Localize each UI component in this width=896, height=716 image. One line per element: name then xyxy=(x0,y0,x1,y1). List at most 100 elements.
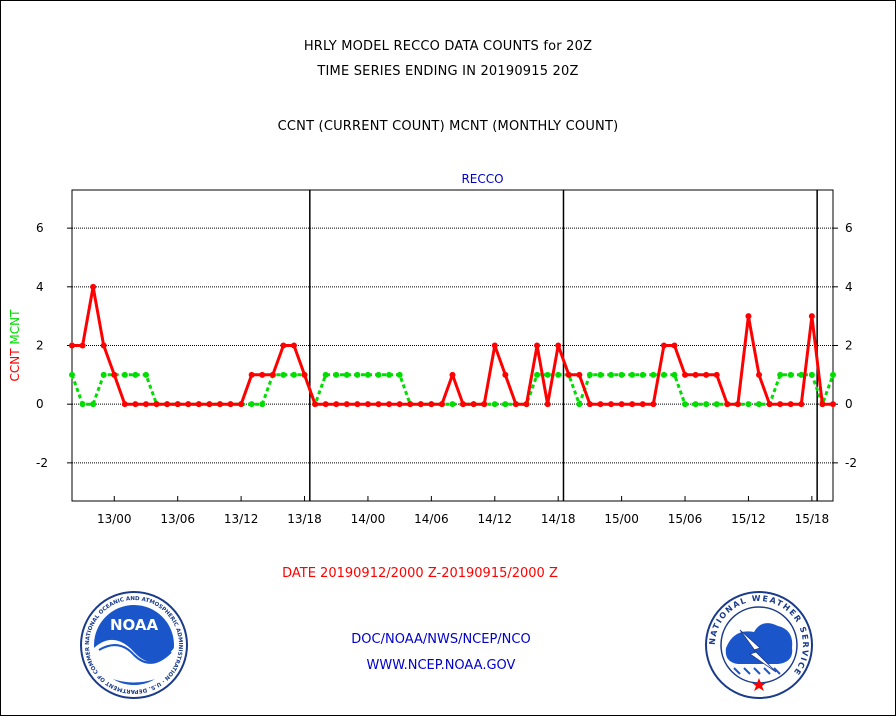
data-point-mcnt xyxy=(290,371,297,378)
data-point-ccnt xyxy=(185,401,192,408)
data-point-ccnt xyxy=(608,401,615,408)
data-point-mcnt xyxy=(502,401,509,408)
data-point-ccnt xyxy=(449,371,456,378)
data-point-ccnt xyxy=(216,401,223,408)
data-point-mcnt xyxy=(90,401,97,408)
data-point-mcnt xyxy=(396,371,403,378)
data-point-mcnt xyxy=(639,371,646,378)
data-point-ccnt xyxy=(756,371,763,378)
data-point-ccnt xyxy=(417,401,424,408)
data-point-mcnt xyxy=(248,401,255,408)
data-point-ccnt xyxy=(534,342,541,349)
panel-title: RECCO xyxy=(461,172,503,186)
data-point-ccnt xyxy=(227,401,234,408)
data-point-ccnt xyxy=(79,342,86,349)
data-point-mcnt xyxy=(756,401,763,408)
data-point-ccnt xyxy=(428,401,435,408)
data-point-ccnt xyxy=(206,401,213,408)
data-point-mcnt xyxy=(69,371,75,378)
data-point-ccnt xyxy=(713,371,720,378)
x-tick-label: 15/00 xyxy=(604,512,639,526)
data-point-mcnt xyxy=(491,401,498,408)
y-tick-label-left: -2 xyxy=(36,456,48,470)
x-tick-label: 13/18 xyxy=(287,512,322,526)
x-tick-label: 15/06 xyxy=(668,512,703,526)
data-point-ccnt xyxy=(682,371,689,378)
data-point-ccnt xyxy=(195,401,202,408)
data-point-ccnt xyxy=(555,342,562,349)
data-point-mcnt xyxy=(798,371,805,378)
data-point-mcnt xyxy=(322,371,329,378)
data-point-ccnt xyxy=(100,342,107,349)
data-point-ccnt xyxy=(153,401,160,408)
data-point-mcnt xyxy=(280,371,287,378)
data-point-ccnt xyxy=(481,401,488,408)
data-point-ccnt xyxy=(174,401,181,408)
x-tick-label: 14/18 xyxy=(541,512,576,526)
data-point-ccnt xyxy=(438,401,445,408)
data-point-ccnt xyxy=(692,371,699,378)
data-point-mcnt xyxy=(132,371,139,378)
data-point-ccnt xyxy=(290,342,297,349)
data-point-mcnt xyxy=(555,371,562,378)
data-point-ccnt xyxy=(269,371,276,378)
data-point-ccnt xyxy=(597,401,604,408)
data-point-ccnt xyxy=(301,371,308,378)
data-point-mcnt xyxy=(608,371,615,378)
data-point-ccnt xyxy=(629,401,636,408)
data-point-mcnt xyxy=(692,401,699,408)
data-point-ccnt xyxy=(142,401,149,408)
data-point-ccnt xyxy=(259,371,266,378)
x-tick-label: 13/12 xyxy=(224,512,259,526)
x-tick-label: 13/00 xyxy=(97,512,132,526)
data-point-ccnt xyxy=(90,283,97,290)
data-point-ccnt xyxy=(502,371,509,378)
chart-subtitle: CCNT (CURRENT COUNT) MCNT (MONTHLY COUNT… xyxy=(277,119,619,134)
data-point-ccnt xyxy=(375,401,382,408)
data-point-mcnt xyxy=(808,371,815,378)
data-point-ccnt xyxy=(322,401,329,408)
x-tick-label: 15/12 xyxy=(731,512,766,526)
data-point-ccnt xyxy=(386,401,393,408)
data-point-ccnt xyxy=(777,401,784,408)
data-point-mcnt xyxy=(650,371,657,378)
y-tick-label-left: 0 xyxy=(36,397,44,411)
data-point-mcnt xyxy=(259,401,266,408)
data-point-mcnt xyxy=(703,401,710,408)
y-tick-label-right: 6 xyxy=(845,221,853,235)
data-point-ccnt xyxy=(660,342,667,349)
org-path-label: DOC/NOAA/NWS/NCEP/NCO xyxy=(351,632,531,647)
data-point-ccnt xyxy=(766,401,773,408)
data-point-ccnt xyxy=(565,371,572,378)
data-point-ccnt xyxy=(724,401,731,408)
x-tick-label: 15/18 xyxy=(795,512,830,526)
data-point-mcnt xyxy=(576,401,583,408)
data-point-ccnt xyxy=(703,371,710,378)
data-point-ccnt xyxy=(69,342,75,349)
data-point-ccnt xyxy=(280,342,287,349)
data-point-mcnt xyxy=(375,371,382,378)
data-point-mcnt xyxy=(544,371,551,378)
noaa-logo: NATIONAL OCEANIC AND ATMOSPHERIC ADMINIS… xyxy=(79,590,188,699)
data-point-mcnt xyxy=(586,371,593,378)
data-point-ccnt xyxy=(470,401,477,408)
date-range-label: DATE 20190912/2000 Z-20190915/2000 Z xyxy=(282,566,558,581)
data-point-ccnt xyxy=(819,401,826,408)
data-point-mcnt xyxy=(333,371,340,378)
data-point-ccnt xyxy=(238,401,245,408)
data-point-ccnt xyxy=(460,401,467,408)
data-point-ccnt xyxy=(111,371,118,378)
y-axis-label-mcnt: MCNT xyxy=(8,309,22,345)
data-point-ccnt xyxy=(164,401,171,408)
data-point-ccnt xyxy=(787,401,794,408)
x-tick-label: 14/00 xyxy=(351,512,386,526)
data-point-ccnt xyxy=(734,401,741,408)
data-point-ccnt xyxy=(343,401,350,408)
y-tick-label-left: 2 xyxy=(36,339,44,353)
data-point-mcnt xyxy=(660,371,667,378)
data-point-ccnt xyxy=(364,401,371,408)
data-point-ccnt xyxy=(523,401,530,408)
data-point-ccnt xyxy=(639,401,646,408)
data-point-mcnt xyxy=(671,371,678,378)
